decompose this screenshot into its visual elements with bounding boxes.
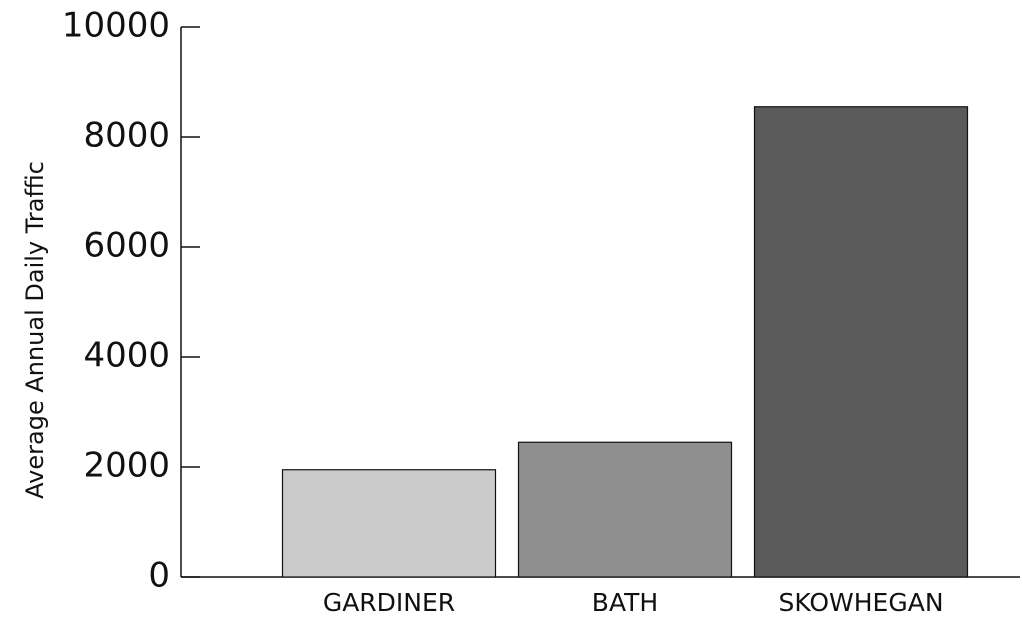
y-tick-label: 10000 — [62, 6, 170, 46]
y-tick-label: 2000 — [83, 446, 170, 486]
bar — [753, 106, 969, 578]
y-tick-label: 6000 — [83, 226, 170, 266]
y-tick-label: 8000 — [83, 116, 170, 156]
x-tick-label: SKOWHEGAN — [778, 588, 943, 617]
bar — [281, 469, 497, 578]
y-tick-label: 4000 — [83, 336, 170, 376]
x-tick-label: GARDINER — [323, 588, 455, 617]
x-tick-label: BATH — [592, 588, 658, 617]
y-tick-label: 0 — [148, 556, 170, 596]
y-axis-label: Average Annual Daily Traffic — [21, 161, 49, 499]
bar — [517, 441, 733, 578]
